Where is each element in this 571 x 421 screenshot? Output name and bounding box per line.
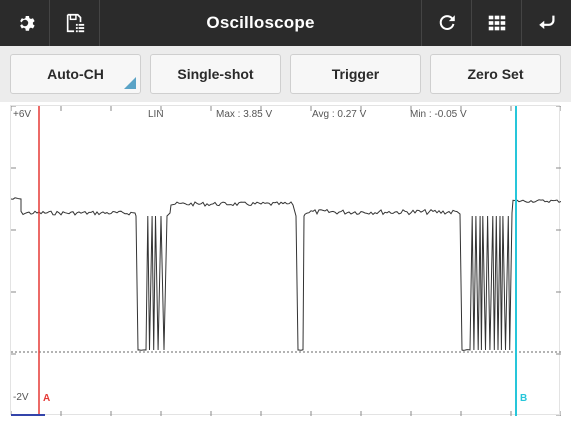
auto-ch-button[interactable]: Auto-CH (10, 54, 141, 94)
signal-trace (11, 197, 561, 351)
single-shot-button[interactable]: Single-shot (150, 54, 281, 94)
refresh-button[interactable] (421, 0, 471, 46)
zero-set-button[interactable]: Zero Set (430, 54, 561, 94)
settings-button[interactable] (0, 0, 50, 46)
cursor-a-label: A (43, 393, 51, 404)
dropdown-corner-icon (124, 77, 136, 89)
grid-button[interactable] (471, 0, 521, 46)
save-list-icon (66, 13, 84, 33)
auto-ch-label: Auto-CH (47, 66, 104, 82)
cursor-b-label: B (520, 393, 528, 404)
trigger-button[interactable]: Trigger (290, 54, 421, 94)
trigger-label: Trigger (331, 66, 380, 82)
max-readout: Max : 3.85 V (216, 109, 273, 120)
mode-label: LIN (148, 109, 164, 120)
scope-display[interactable]: +6V LIN Max : 3.85 V Avg : 0.27 V Min : … (10, 105, 561, 416)
gear-icon (19, 15, 35, 31)
toolbar: Auto-CH Single-shot Trigger Zero Set (0, 46, 571, 102)
save-button[interactable] (50, 0, 100, 46)
bottom-voltage-label: -2V (13, 392, 29, 403)
page-title: Oscilloscope (206, 13, 315, 32)
single-shot-label: Single-shot (177, 66, 254, 82)
back-button[interactable] (521, 0, 571, 46)
back-arrow-icon (538, 15, 555, 29)
zero-set-label: Zero Set (467, 66, 524, 82)
waveform-canvas (11, 106, 561, 416)
title-bar: Oscilloscope (0, 0, 571, 46)
min-readout: Min : -0.05 V (410, 109, 467, 120)
top-voltage-label: +6V (13, 109, 32, 120)
refresh-icon (439, 15, 455, 30)
grid-icon (488, 15, 505, 31)
axis-ticks (11, 106, 561, 416)
avg-readout: Avg : 0.27 V (312, 109, 367, 120)
